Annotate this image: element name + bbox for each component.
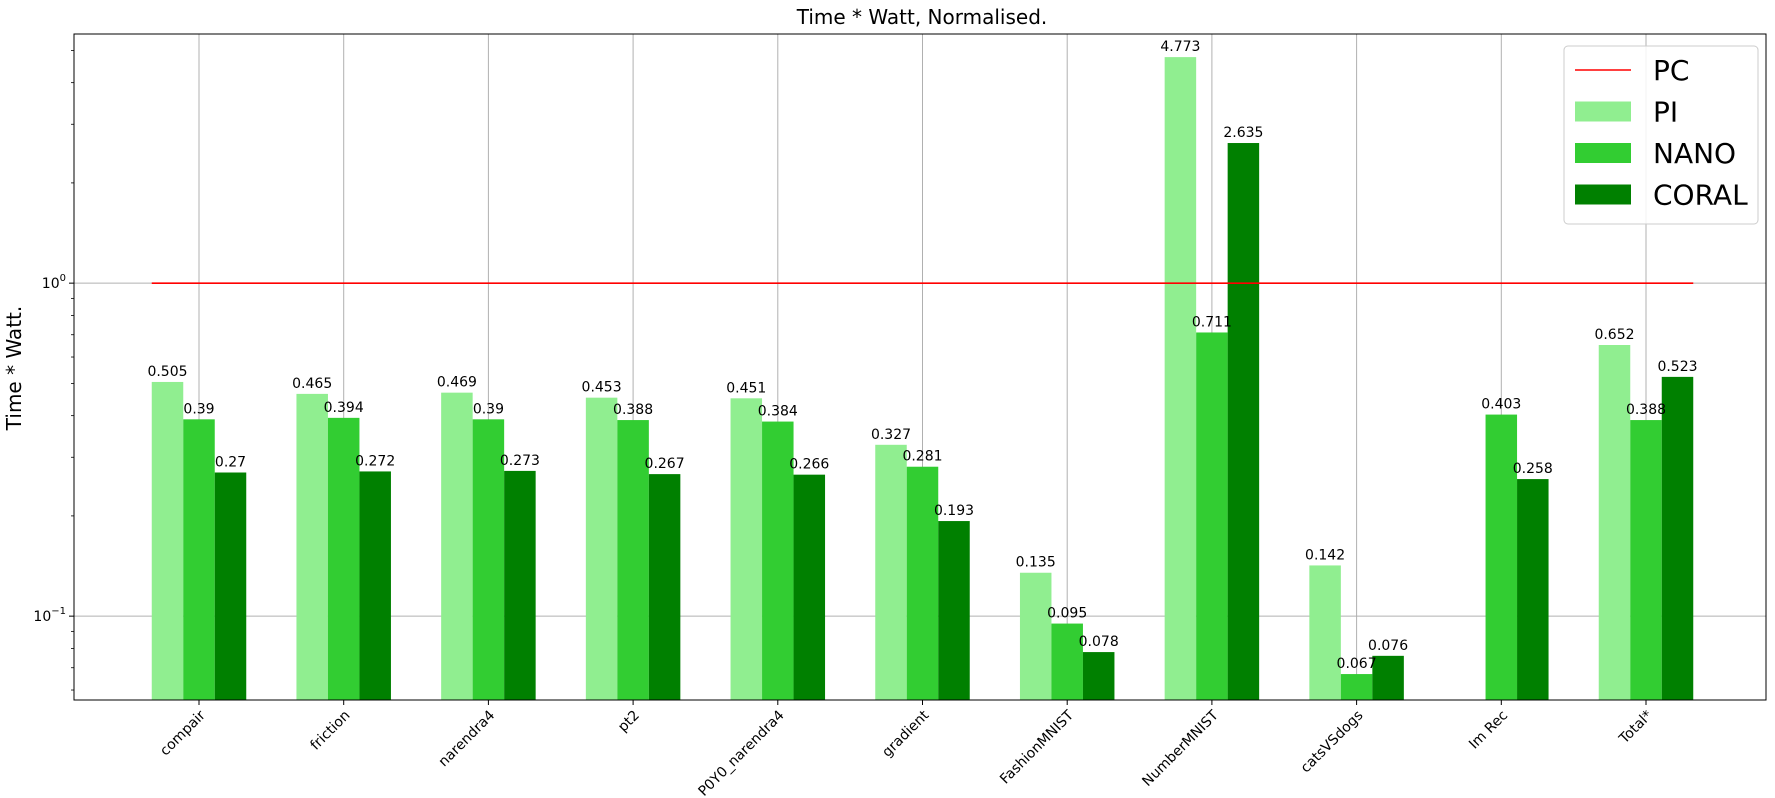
bar-coral bbox=[1082, 652, 1115, 700]
bar-coral bbox=[1661, 376, 1694, 700]
bar-nano bbox=[1485, 414, 1518, 700]
bar-nano bbox=[472, 419, 505, 700]
data-label: 0.388 bbox=[1626, 402, 1666, 418]
data-label: 0.258 bbox=[1513, 461, 1553, 477]
bar-pi bbox=[296, 393, 328, 700]
bar-coral bbox=[938, 521, 970, 700]
data-labels: 0.505 0.465 0.469 0.453 0.451 0.327 0.135 4.773… bbox=[147, 39, 1697, 672]
data-label: 0.076 bbox=[1368, 638, 1408, 654]
bars bbox=[151, 57, 1694, 700]
data-label: 0.384 bbox=[758, 404, 798, 420]
data-label: 0.465 bbox=[292, 376, 332, 392]
data-label: 2.635 bbox=[1223, 125, 1263, 141]
data-label: 0.469 bbox=[437, 375, 477, 391]
data-label: 0.281 bbox=[902, 449, 942, 465]
bar-pi bbox=[441, 392, 473, 700]
plot-frame bbox=[73, 33, 1767, 701]
bar-nano bbox=[1630, 420, 1662, 700]
bar-nano bbox=[1340, 674, 1373, 700]
bar-coral bbox=[1227, 143, 1260, 700]
bar-coral bbox=[504, 470, 536, 700]
bar-nano bbox=[762, 421, 794, 700]
data-label: 0.505 bbox=[147, 364, 187, 380]
bar-coral bbox=[1372, 655, 1404, 700]
data-label: 0.388 bbox=[613, 402, 653, 418]
x-tick-label: compair bbox=[157, 707, 209, 759]
chart-title: Time * Watt, Normalised. bbox=[796, 5, 1048, 29]
data-label: 0.078 bbox=[1079, 634, 1119, 650]
data-label: 0.267 bbox=[645, 456, 685, 472]
data-label: 0.135 bbox=[1016, 555, 1056, 571]
x-tick-label: P0Y0_narendra4 bbox=[695, 707, 787, 798]
bar-nano bbox=[617, 420, 649, 700]
bar-coral bbox=[793, 474, 826, 700]
legend-swatch-pi bbox=[1575, 101, 1631, 122]
bar-pi bbox=[151, 381, 184, 700]
bar-pi bbox=[1309, 565, 1341, 700]
bar-nano bbox=[906, 466, 939, 700]
data-label: 0.711 bbox=[1192, 314, 1232, 330]
data-label: 0.327 bbox=[871, 427, 911, 443]
bar-pi bbox=[730, 398, 763, 700]
data-label: 0.453 bbox=[582, 380, 622, 396]
bar-coral bbox=[648, 474, 681, 700]
x-tick-label: Im Rec bbox=[1466, 708, 1511, 753]
data-label: 0.27 bbox=[215, 455, 246, 471]
data-label: 0.266 bbox=[789, 457, 829, 473]
x-tick-label: Total* bbox=[1616, 708, 1656, 748]
y-tick-exponent: 0 bbox=[60, 273, 66, 284]
bar-coral bbox=[214, 472, 247, 700]
legend: PC PI NANO CORAL bbox=[1563, 45, 1759, 225]
x-tick-label: pt2 bbox=[615, 708, 643, 736]
x-tick-label: friction bbox=[308, 708, 354, 754]
data-label: 0.272 bbox=[355, 453, 395, 469]
legend-box bbox=[1563, 45, 1759, 225]
legend-swatch-coral bbox=[1575, 184, 1631, 205]
y-tick-label: 10−1 bbox=[33, 606, 66, 625]
x-tick-label: NumberMNIST bbox=[1139, 707, 1222, 790]
bar-pi bbox=[1598, 345, 1631, 700]
data-label: 0.193 bbox=[934, 503, 974, 519]
data-label: 0.523 bbox=[1657, 359, 1697, 375]
bar-pi bbox=[585, 397, 618, 700]
y-tick-base: 10 bbox=[33, 609, 51, 625]
data-label: 0.39 bbox=[473, 401, 504, 417]
x-tick-label: narendra4 bbox=[436, 707, 499, 770]
bar-pi bbox=[875, 444, 907, 700]
y-tick-exponent: −1 bbox=[51, 606, 66, 617]
bar-nano bbox=[327, 417, 360, 700]
bar-nano bbox=[1051, 623, 1083, 700]
data-label: 0.39 bbox=[183, 401, 214, 417]
data-label: 0.652 bbox=[1594, 327, 1634, 343]
x-tick-label: gradient bbox=[879, 707, 932, 760]
legend-label-pi: PI bbox=[1653, 96, 1678, 129]
y-tick-base: 10 bbox=[42, 276, 60, 292]
data-label: 0.095 bbox=[1047, 606, 1087, 622]
bar-nano bbox=[183, 419, 215, 700]
bar-coral bbox=[1517, 479, 1549, 700]
data-label: 0.067 bbox=[1337, 656, 1377, 672]
data-label: 0.142 bbox=[1305, 547, 1345, 563]
bar-coral bbox=[359, 471, 391, 700]
y-tick-label: 100 bbox=[42, 273, 66, 292]
legend-swatch-nano bbox=[1575, 143, 1631, 163]
y-axis-label: Time * Watt. bbox=[2, 306, 26, 431]
data-label: 0.273 bbox=[500, 453, 540, 469]
data-label: 4.773 bbox=[1160, 39, 1200, 55]
legend-label-nano: NANO bbox=[1653, 137, 1736, 170]
bar-pi bbox=[1019, 572, 1052, 700]
axis-ticks: compair friction narendra4 pt2 P0Y0_narendra… bbox=[33, 49, 1656, 798]
data-label: 0.451 bbox=[726, 380, 766, 396]
bar-pi bbox=[1164, 57, 1197, 700]
legend-label-coral: CORAL bbox=[1653, 179, 1748, 212]
bar-nano bbox=[1196, 332, 1228, 700]
data-label: 0.403 bbox=[1481, 397, 1521, 413]
data-label: 0.394 bbox=[324, 400, 364, 416]
x-tick-label: FashionMNIST bbox=[997, 707, 1077, 787]
x-tick-label: catsVSdogs bbox=[1298, 708, 1367, 777]
legend-label-pc: PC bbox=[1653, 54, 1689, 87]
